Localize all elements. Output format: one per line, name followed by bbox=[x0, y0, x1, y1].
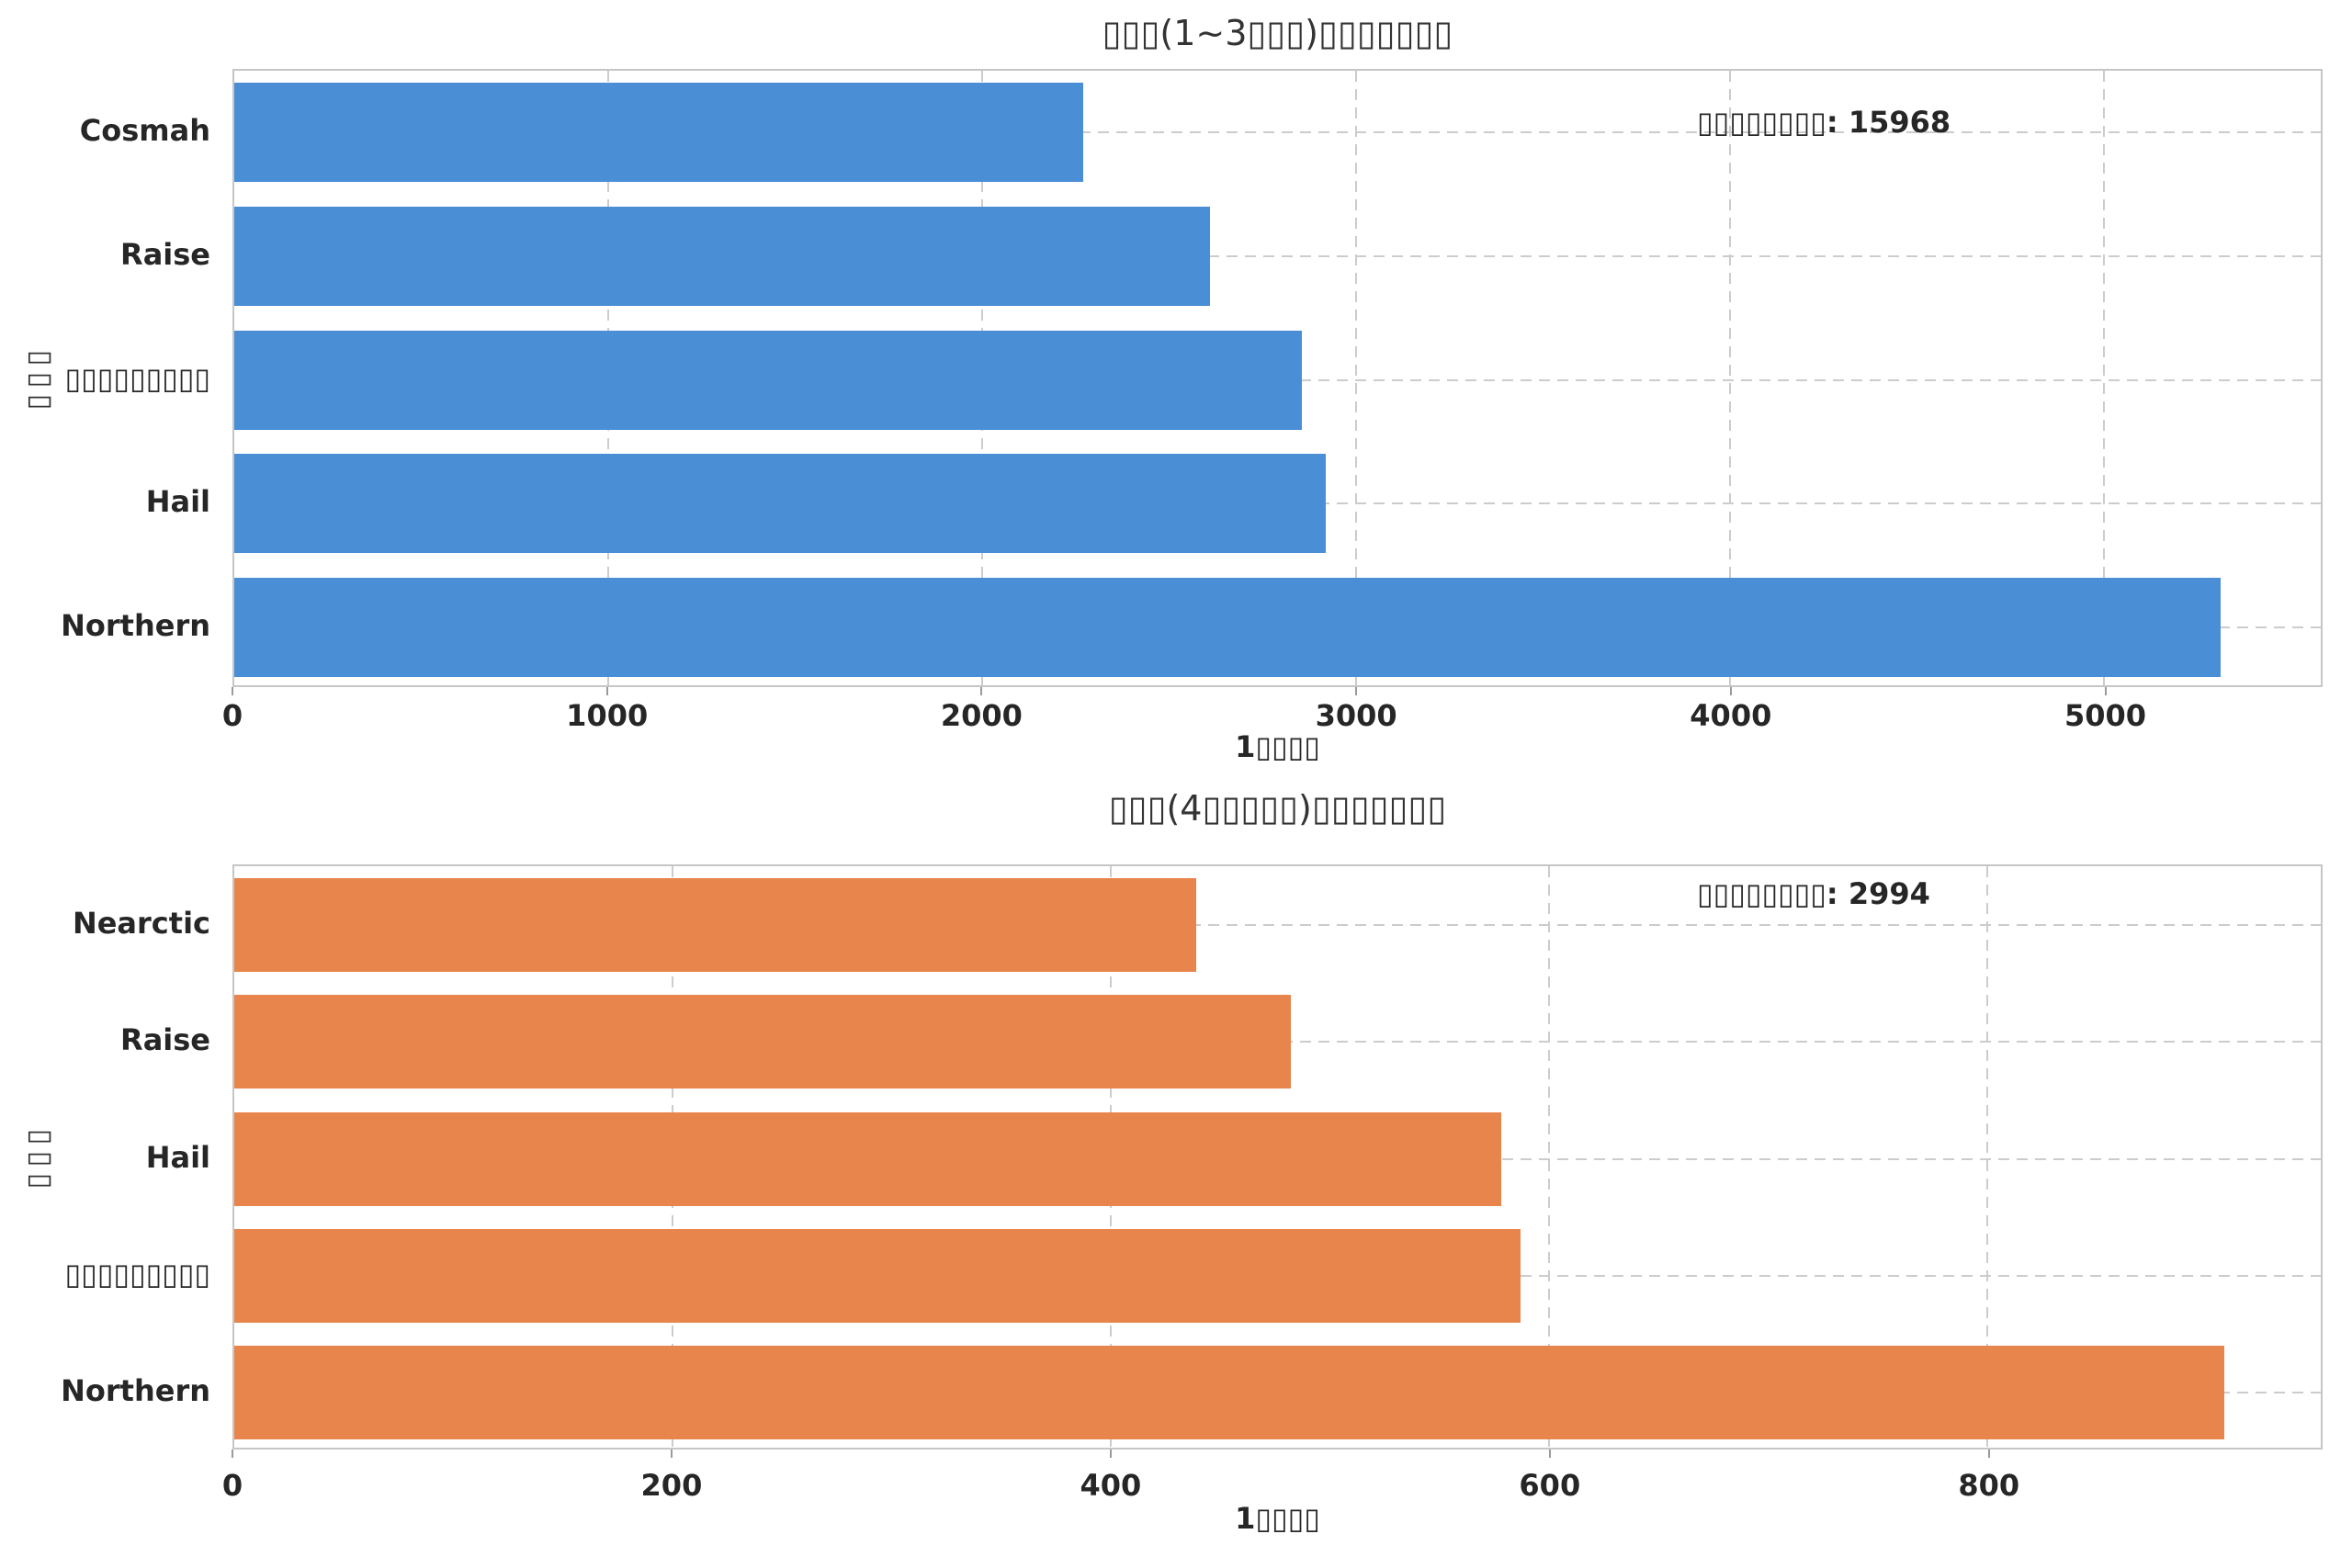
bar-blue-row1 bbox=[234, 206, 1211, 306]
tick-mark-4000 bbox=[1729, 687, 1732, 695]
bar-orange-row3 bbox=[234, 1228, 1521, 1323]
tick-mark-800 bbox=[1987, 1450, 1990, 1458]
x-tick-label-1000: 1000 bbox=[566, 698, 649, 733]
tick-mark-0 bbox=[232, 1450, 233, 1458]
tick-mark-400 bbox=[1109, 1450, 1112, 1458]
tick-mark-0 bbox=[232, 687, 233, 695]
x-tick-label-200: 200 bbox=[640, 1468, 703, 1503]
tick-mark-2000 bbox=[980, 687, 983, 695]
gridline-y-row1 bbox=[234, 254, 2321, 257]
gridline-x-5000 bbox=[2102, 71, 2105, 685]
x-tick-label-3000: 3000 bbox=[1315, 698, 1397, 733]
gridline-y-row0 bbox=[234, 131, 2321, 134]
gridline-x-600 bbox=[1548, 866, 1551, 1448]
x-tick-label-600: 600 bbox=[1519, 1468, 1581, 1503]
total-annotation: ▯▯▯▯▯▯▯▯: 15968 bbox=[1697, 105, 1951, 140]
y-axis-label: ▭ ▭ ▭ bbox=[26, 338, 54, 417]
y-category-label-row2: ▯▯▯▯▯▯▯▯▯ bbox=[64, 360, 210, 396]
bar-orange-row2 bbox=[234, 1111, 1501, 1206]
x-tick-label-5000: 5000 bbox=[2064, 698, 2147, 733]
x-tick-label-800: 800 bbox=[1958, 1468, 2020, 1503]
tick-mark-1000 bbox=[605, 687, 608, 695]
tick-mark-5000 bbox=[2104, 687, 2107, 695]
gridline-x-800 bbox=[1986, 866, 1989, 1448]
y-category-label-row1: Raise bbox=[120, 1022, 210, 1058]
x-tick-label-2000: 2000 bbox=[940, 698, 1023, 733]
bar-blue-row2 bbox=[234, 330, 1302, 430]
gridline-x-4000 bbox=[1728, 71, 1731, 685]
tick-mark-3000 bbox=[1355, 687, 1358, 695]
y-category-label-row4: Northern bbox=[61, 607, 210, 643]
bar-blue-row0 bbox=[234, 83, 1083, 183]
y-category-label-row1: Raise bbox=[120, 236, 210, 272]
y-category-label-row2: Hail bbox=[145, 1139, 210, 1175]
y-category-label-row0: Nearctic bbox=[72, 905, 210, 941]
bar-orange-row1 bbox=[234, 995, 1291, 1089]
gridline-x-3000 bbox=[1354, 71, 1357, 685]
y-category-label-row3: Hail bbox=[145, 484, 210, 520]
gridline-y-row0 bbox=[234, 923, 2321, 926]
bar-blue-row4 bbox=[234, 577, 2222, 677]
chart-title: ▯▯▯(4▯▯▯▯▯)▯▯▯▯▯▯▯ bbox=[1108, 788, 1447, 829]
tick-mark-600 bbox=[1548, 1450, 1551, 1458]
x-tick-label-0: 0 bbox=[221, 698, 243, 733]
x-tick-label-400: 400 bbox=[1080, 1468, 1142, 1503]
x-tick-label-0: 0 bbox=[221, 1468, 243, 1503]
x-axis-label: 1▯▯▯▯ bbox=[1235, 1501, 1320, 1536]
bar-orange-row0 bbox=[234, 877, 1197, 972]
tick-mark-200 bbox=[670, 1450, 673, 1458]
plot-area bbox=[232, 69, 2323, 687]
x-axis-label: 1▯▯▯▯ bbox=[1235, 729, 1320, 764]
total-annotation: ▯▯▯▯▯▯▯▯: 2994 bbox=[1697, 876, 1930, 911]
plot-area bbox=[232, 864, 2323, 1450]
chart-title: ▯▯▯(1~3▯▯▯)▯▯▯▯▯▯▯ bbox=[1102, 13, 1453, 53]
bar-orange-row4 bbox=[234, 1346, 2225, 1440]
x-tick-label-4000: 4000 bbox=[1690, 698, 1772, 733]
y-category-label-row3: ▯▯▯▯▯▯▯▯▯ bbox=[64, 1256, 210, 1292]
bar-blue-row3 bbox=[234, 454, 1327, 554]
y-axis-label: ▭ ▭ ▭ bbox=[26, 1117, 54, 1196]
y-category-label-row4: Northern bbox=[61, 1373, 210, 1409]
y-category-label-row0: Cosmah bbox=[79, 113, 210, 149]
